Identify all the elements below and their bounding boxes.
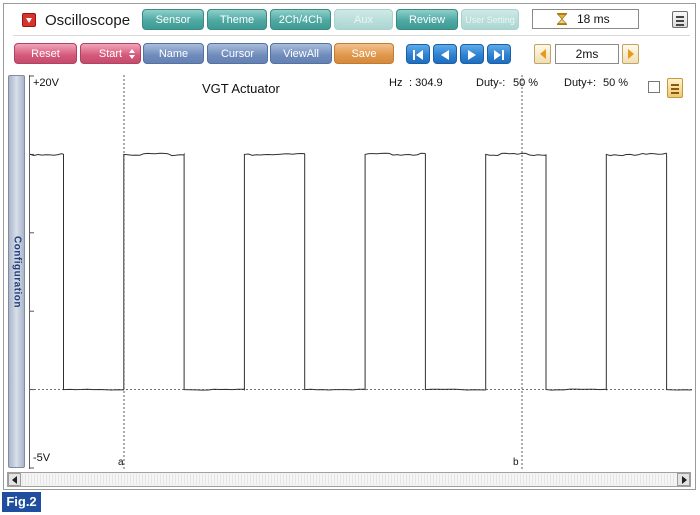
step-back-button[interactable] xyxy=(433,44,457,64)
step-back-icon xyxy=(441,50,449,60)
duty-minus-value: 50 % xyxy=(513,77,539,89)
step-forward-button[interactable] xyxy=(460,44,484,64)
tab-review[interactable]: Review xyxy=(396,9,458,30)
time-display: 18 ms xyxy=(532,9,639,29)
channel-title: VGT Actuator xyxy=(202,81,280,96)
configuration-tab[interactable]: Configuration xyxy=(8,75,25,468)
time-scale-display: 2ms xyxy=(555,44,619,64)
waveform-chart xyxy=(30,75,692,469)
viewall-button[interactable]: ViewAll xyxy=(270,43,332,64)
time-value: 18 ms xyxy=(577,12,610,26)
skip-first-icon xyxy=(413,50,423,60)
step-forward-icon xyxy=(468,50,476,60)
app-title: Oscilloscope xyxy=(45,12,131,29)
arrow-left-icon xyxy=(540,49,546,59)
hz-value: : 304.9 xyxy=(409,77,443,89)
hz-label: Hz xyxy=(389,77,403,89)
y-min-label: -5V xyxy=(33,452,51,464)
dropdown-arrow-icon[interactable] xyxy=(22,13,36,27)
skip-first-button[interactable] xyxy=(406,44,430,64)
plot-checkbox[interactable] xyxy=(648,81,660,93)
reset-button[interactable]: Reset xyxy=(14,43,77,64)
configuration-label: Configuration xyxy=(11,235,22,308)
list-icon[interactable] xyxy=(672,11,688,28)
tab-theme[interactable]: Theme xyxy=(207,9,267,30)
scroll-left-icon[interactable] xyxy=(8,473,21,486)
plot-options-icon[interactable] xyxy=(667,78,683,98)
scope-plot[interactable]: +20V -5V VGT Actuator Hz : 304.9 Duty-: … xyxy=(29,75,692,469)
start-button-label: Start xyxy=(98,48,123,60)
hourglass-icon xyxy=(557,13,567,25)
skip-last-button[interactable] xyxy=(487,44,511,64)
plot-grid xyxy=(30,75,692,469)
duty-plus-value: 50 % xyxy=(603,77,629,89)
name-button[interactable]: Name xyxy=(143,43,204,64)
cursor-button[interactable]: Cursor xyxy=(207,43,268,64)
y-max-label: +20V xyxy=(33,77,59,89)
tab-aux: Aux xyxy=(334,9,393,30)
tab-2ch-4ch[interactable]: 2Ch/4Ch xyxy=(270,9,331,30)
scrollbar-track[interactable] xyxy=(22,474,676,485)
cursor-b-label: b xyxy=(513,457,519,468)
horizontal-scrollbar[interactable] xyxy=(7,472,691,487)
arrow-right-icon xyxy=(628,49,634,59)
time-scale-increase-button[interactable] xyxy=(622,44,639,64)
up-down-icon xyxy=(129,49,135,59)
scroll-right-icon[interactable] xyxy=(677,473,690,486)
start-button[interactable]: Start xyxy=(80,43,141,64)
waveform-line xyxy=(30,152,692,392)
duty-minus-label: Duty-: xyxy=(476,77,506,89)
tab-sensor[interactable]: Sensor xyxy=(142,9,204,30)
header-divider xyxy=(13,35,690,36)
cursor-a-label: a xyxy=(118,457,124,468)
skip-last-icon xyxy=(494,50,504,60)
figure-label: Fig.2 xyxy=(2,492,41,512)
tab-user-setting: User Setting xyxy=(461,9,519,30)
time-scale-decrease-button[interactable] xyxy=(534,44,551,64)
duty-plus-label: Duty+: xyxy=(564,77,597,89)
save-button[interactable]: Save xyxy=(334,43,394,64)
